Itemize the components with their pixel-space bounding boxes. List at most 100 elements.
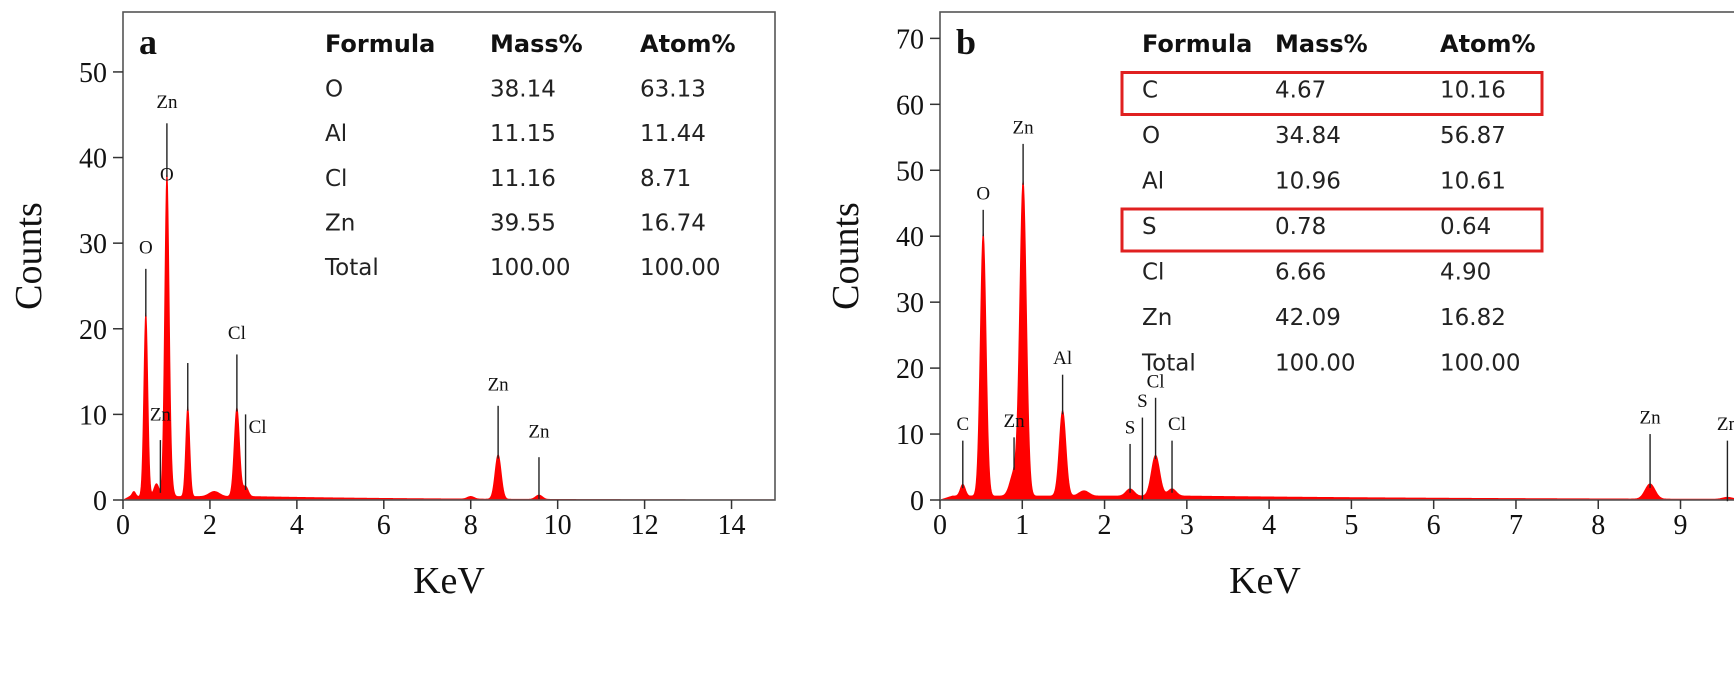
- table-cell: Cl: [1142, 260, 1164, 286]
- x-tick-label: 14: [718, 510, 746, 541]
- table-cell: 6.66: [1275, 260, 1326, 286]
- plot-frame: [939, 11, 1734, 501]
- y-axis-label: Counts: [8, 202, 50, 310]
- table-header: Atom%: [1440, 30, 1536, 58]
- table-cell: 10.16: [1440, 78, 1506, 104]
- table-cell: 8.71: [640, 166, 691, 192]
- table-cell: C: [1142, 78, 1158, 104]
- x-tick-label: 5: [1344, 510, 1358, 541]
- plot-frame: [122, 11, 776, 501]
- table-header: Formula: [325, 30, 435, 58]
- table-cell: 100.00: [490, 255, 570, 281]
- table-cell: 100.00: [1440, 351, 1520, 377]
- y-tick-label: 20: [79, 315, 107, 346]
- table-cell: 38.14: [490, 77, 556, 103]
- composition-table: Formula Mass% Atom% O 38.14 63.13 Al 11.15 11.44…: [324, 30, 736, 281]
- table-cell: Al: [1142, 169, 1164, 195]
- y-tick-label: 50: [896, 156, 924, 187]
- table-cell: 11.44: [640, 121, 706, 147]
- y-tick-label: 40: [896, 222, 924, 253]
- x-tick-label: 4: [290, 510, 304, 541]
- table-cell: 4.90: [1440, 260, 1491, 286]
- table-cell: 11.16: [490, 166, 556, 192]
- composition-table: Formula Mass% Atom% C 4.67 10.16 O 34.84 56.87 Al…: [1120, 30, 1544, 377]
- x-tick-label: 3: [1180, 510, 1194, 541]
- table-cell: O: [1142, 123, 1160, 149]
- table-cell: 16.74: [640, 210, 706, 236]
- peak-label: O: [139, 237, 153, 258]
- table-header: Mass%: [490, 30, 583, 58]
- table-cell: S: [1142, 214, 1157, 240]
- table-row-highlight: [1120, 71, 1544, 116]
- table-cell: 0.78: [1275, 214, 1326, 240]
- table-cell: Zn: [1142, 305, 1172, 331]
- y-tick-label: 10: [896, 420, 924, 451]
- table-cell: Al: [325, 121, 347, 147]
- table-cell: 42.09: [1275, 305, 1341, 331]
- table-cell: 16.82: [1440, 305, 1506, 331]
- peak-label: C: [956, 414, 969, 435]
- x-tick-label: 7: [1509, 510, 1523, 541]
- peak-label: Cl: [228, 323, 246, 344]
- y-tick-label: 40: [79, 144, 107, 175]
- table-cell: 56.87: [1440, 123, 1506, 149]
- x-tick-label: 8: [464, 510, 478, 541]
- peak-label: S: [1125, 417, 1136, 438]
- panel-a: 0 10 20 30 40 50 0 2 4 6 8 10 12 14 KeV Counts a O Zn O Zn Cl…: [8, 11, 776, 602]
- table-cell: 10.61: [1440, 169, 1506, 195]
- x-tick-label: 2: [203, 510, 217, 541]
- peak-label: Zn: [1013, 117, 1035, 138]
- table-cell: 39.55: [490, 210, 556, 236]
- x-tick-label: 0: [116, 510, 130, 541]
- y-tick-label: 30: [79, 229, 107, 260]
- x-tick-label: 10: [544, 510, 572, 541]
- table-cell: 11.15: [490, 121, 556, 147]
- x-tick-label: 0: [933, 510, 947, 541]
- x-tick-label: 8: [1591, 510, 1605, 541]
- panel-label: b: [956, 22, 976, 62]
- y-tick-label: 20: [896, 354, 924, 385]
- y-tick-label: 70: [896, 24, 924, 55]
- peak-label: Zn: [488, 374, 510, 395]
- peak-label: Zn: [1640, 408, 1662, 429]
- peak-label: Cl: [1168, 414, 1186, 435]
- table-header: Mass%: [1275, 30, 1368, 58]
- table-cell: Cl: [325, 166, 347, 192]
- y-tick-label: 60: [896, 90, 924, 121]
- peak-label: S: [1137, 391, 1148, 412]
- x-axis-label: KeV: [1229, 560, 1301, 602]
- y-tick-label: 50: [79, 58, 107, 89]
- table-cell: 100.00: [640, 255, 720, 281]
- peak-label: Zn: [1717, 414, 1734, 435]
- peak-label: Zn: [150, 404, 172, 425]
- table-cell: 10.96: [1275, 169, 1341, 195]
- table-cell: Total: [1141, 351, 1196, 377]
- peak-label: Zn: [1003, 411, 1025, 432]
- table-cell: Zn: [325, 210, 355, 236]
- y-tick-label: 30: [896, 288, 924, 319]
- x-tick-label: 6: [377, 510, 391, 541]
- table-cell: 0.64: [1440, 214, 1491, 240]
- peak-label: Cl: [249, 417, 267, 438]
- table-header: Formula: [1142, 30, 1252, 58]
- y-tick-label: 10: [79, 400, 107, 431]
- table-cell: 4.67: [1275, 78, 1326, 104]
- x-tick-label: 6: [1427, 510, 1441, 541]
- table-cell: Total: [324, 255, 379, 281]
- table-cell: 63.13: [640, 77, 706, 103]
- table-header: Atom%: [640, 30, 736, 58]
- peak-label: O: [160, 165, 174, 186]
- y-axis-label: Counts: [825, 202, 867, 310]
- table-row-highlight: [1120, 207, 1544, 253]
- peak-label: Zn: [156, 92, 178, 113]
- peak-label: Zn: [528, 422, 550, 443]
- peak-label: O: [976, 183, 990, 204]
- y-tick-label: 0: [910, 486, 924, 517]
- peak-label: Al: [1053, 348, 1072, 369]
- x-tick-label: 2: [1098, 510, 1112, 541]
- panel-label: a: [139, 22, 157, 62]
- y-tick-label: 0: [93, 486, 107, 517]
- x-tick-label: 1: [1015, 510, 1029, 541]
